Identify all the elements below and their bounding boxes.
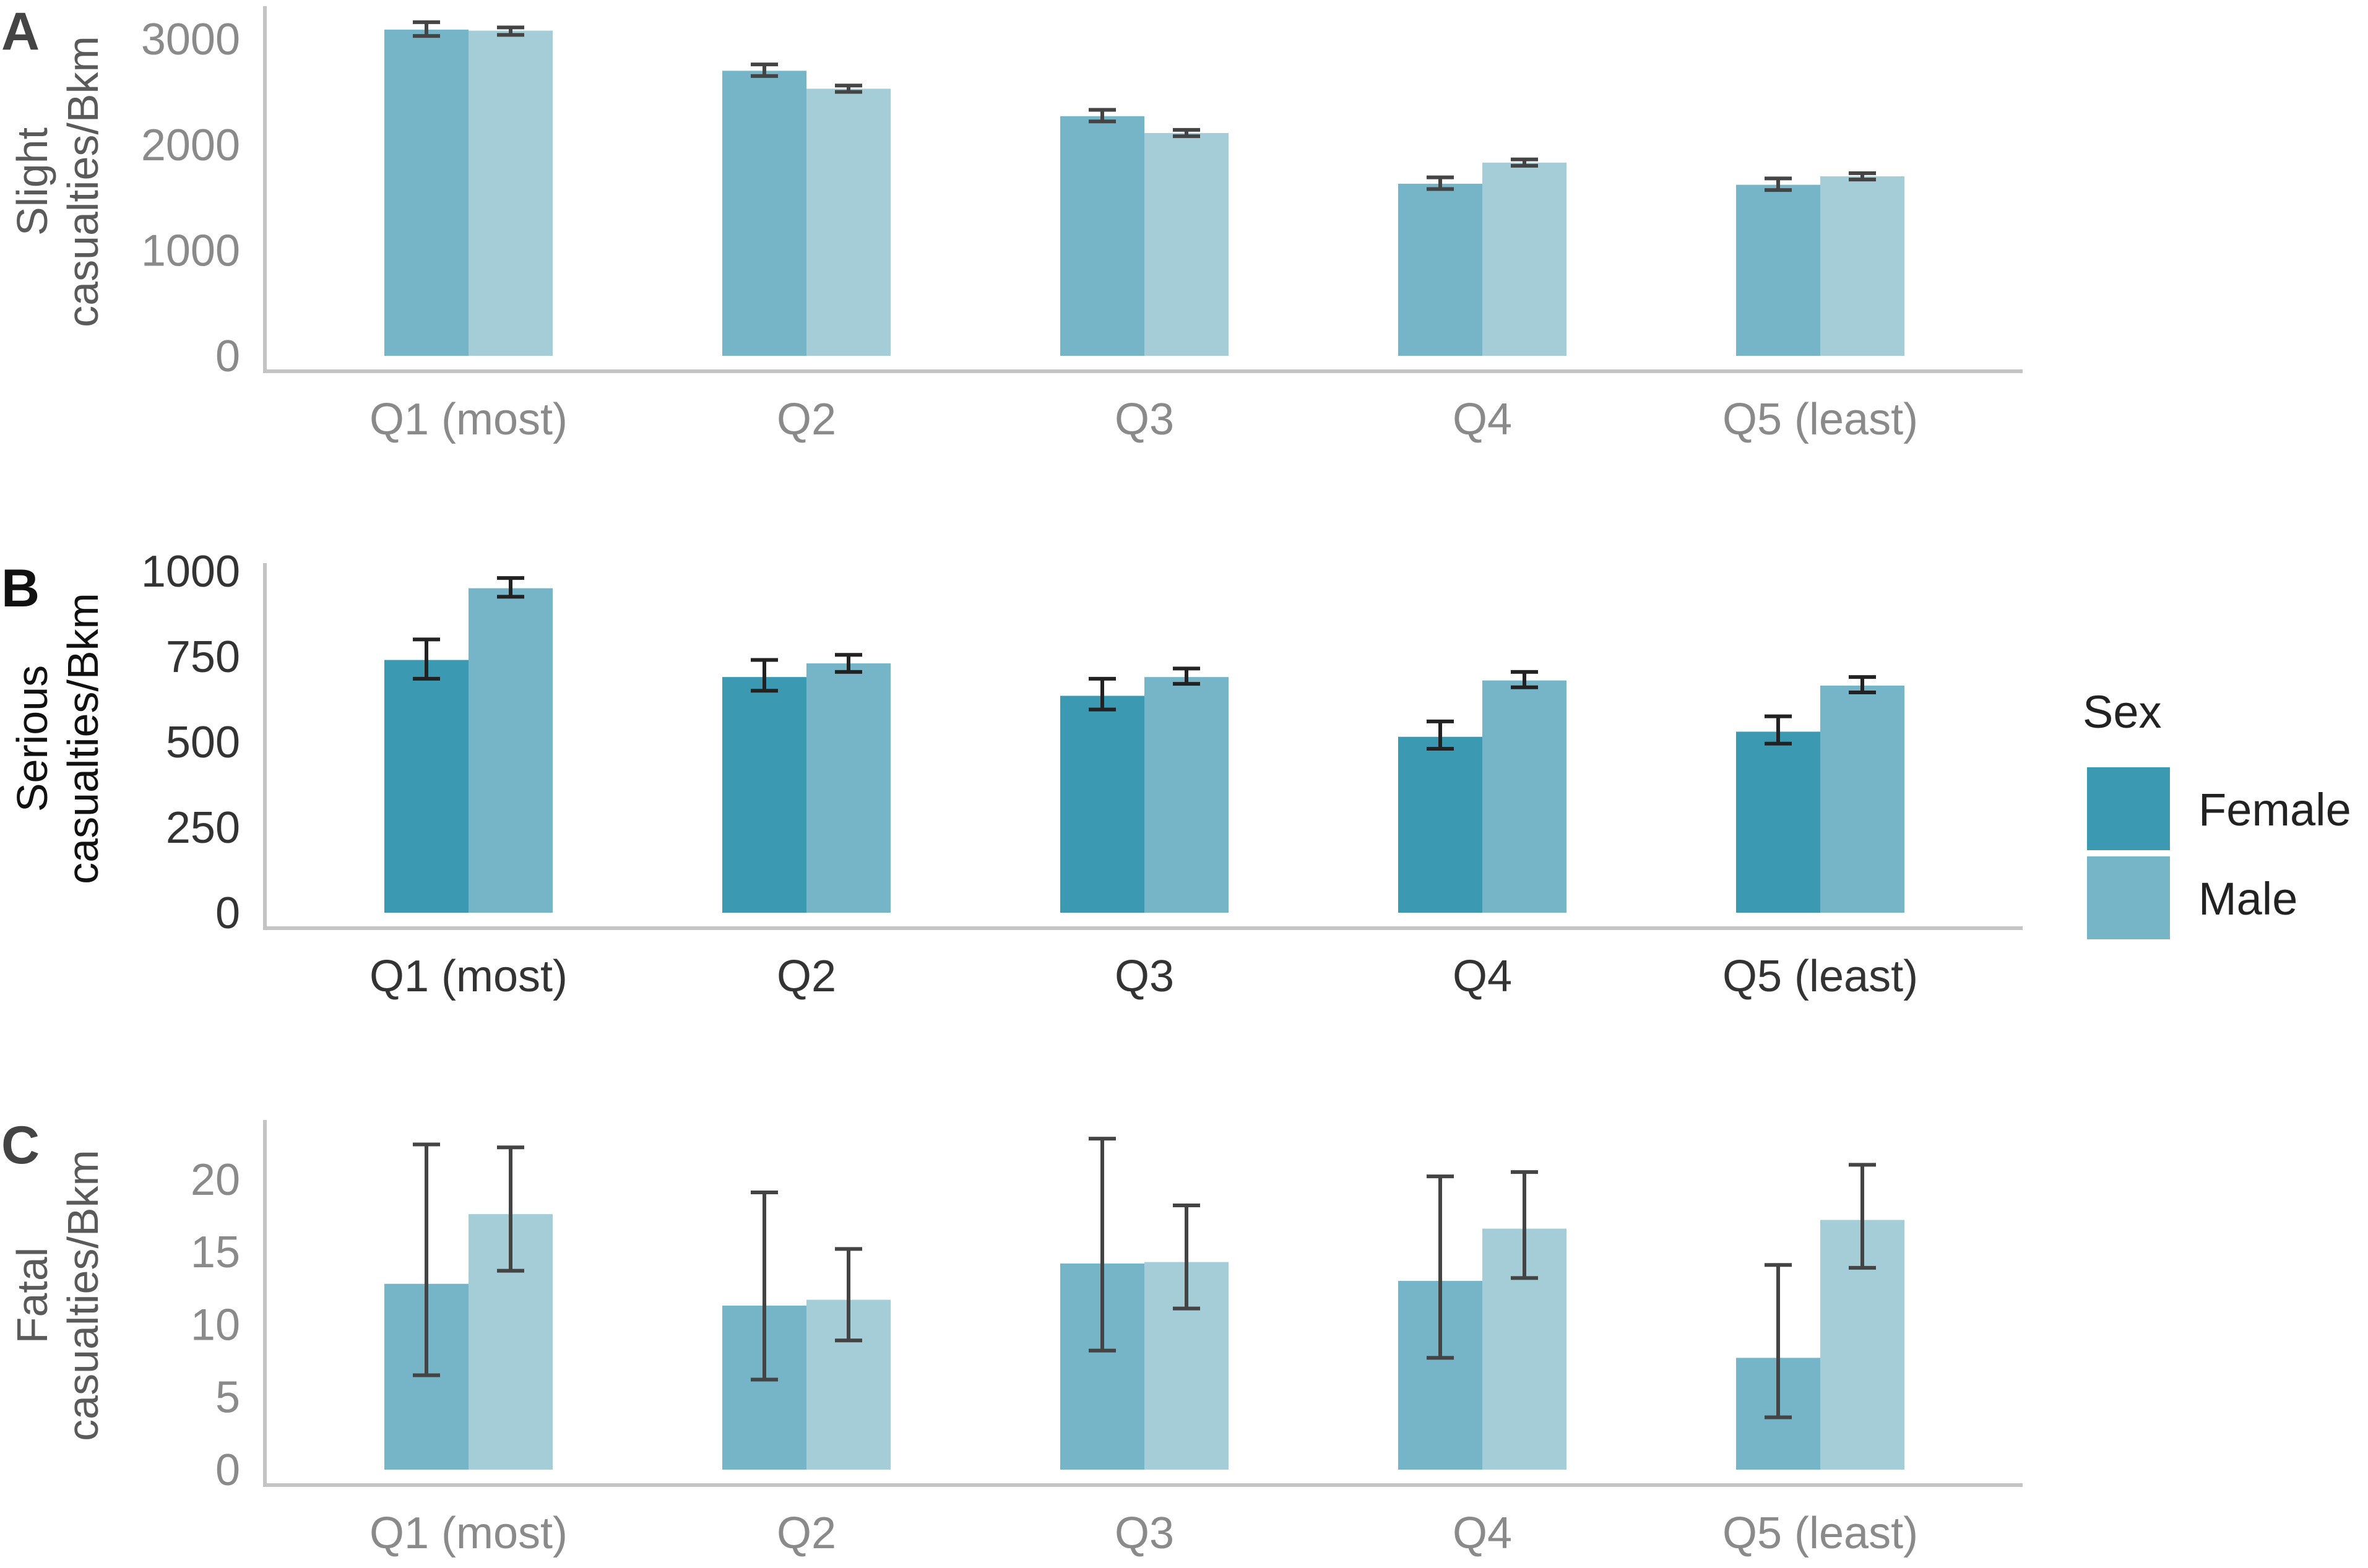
y-tick-label: 10 (191, 1300, 240, 1350)
x-tick-label: Q5 (least) (1722, 952, 1918, 1001)
legend-label-female: Female (2198, 784, 2351, 835)
y-tick-label: 500 (166, 718, 240, 767)
y-tick-label: 2000 (141, 121, 240, 170)
bar-male (469, 31, 553, 356)
y-tick-label: 1000 (141, 226, 240, 275)
x-tick-label: Q3 (1115, 395, 1174, 444)
legend-label-male: Male (2198, 873, 2297, 924)
x-tick-label: Q4 (1453, 952, 1512, 1001)
x-tick-label: Q2 (777, 1509, 836, 1558)
bar-male (806, 663, 891, 913)
y-tick-label: 750 (166, 632, 240, 682)
y-axis-label: Fatalcasualties/Bkm (8, 1150, 107, 1441)
y-axis-label-line: Fatal (8, 1247, 56, 1344)
bar-female (1398, 737, 1482, 913)
x-tick-label: Q3 (1115, 1509, 1174, 1558)
bar-male (806, 88, 891, 356)
y-axis-label: Seriouscasualties/Bkm (8, 593, 107, 884)
y-tick-label: 20 (191, 1155, 240, 1205)
bar-male (1820, 176, 1904, 356)
legend-swatch-male (2087, 856, 2170, 939)
x-tick-label: Q1 (most) (369, 395, 568, 444)
legend-swatch-female (2087, 767, 2170, 850)
bar-male (1144, 677, 1229, 913)
y-tick-label: 3000 (141, 15, 240, 64)
panel-letter: B (1, 559, 40, 618)
bar-female (384, 660, 469, 913)
bar-female (1060, 116, 1144, 356)
x-tick-label: Q1 (most) (369, 952, 568, 1001)
bar-female (1736, 185, 1820, 356)
x-tick-label: Q2 (777, 395, 836, 444)
y-tick-label: 0 (215, 1445, 240, 1495)
bar-male (469, 588, 553, 913)
y-axis-label-line: Slight (8, 127, 56, 236)
y-tick-label: 0 (215, 332, 240, 381)
x-tick-label: Q3 (1115, 952, 1174, 1001)
y-axis-label-line: Serious (8, 665, 56, 812)
bar-male (1820, 686, 1904, 913)
panel-letter: C (1, 1116, 40, 1175)
x-tick-label: Q2 (777, 952, 836, 1001)
y-tick-label: 5 (215, 1373, 240, 1423)
bar-female (722, 677, 806, 913)
y-tick-label: 1000 (141, 547, 240, 597)
bar-male (1144, 133, 1229, 356)
x-tick-label: Q5 (least) (1722, 395, 1918, 444)
legend: Sex Female Male (2083, 686, 2351, 939)
bar-female (1060, 696, 1144, 913)
bar-male (1482, 163, 1566, 356)
legend-title: Sex (2083, 686, 2162, 738)
x-tick-label: Q1 (most) (369, 1509, 568, 1558)
y-axis-label-line: casualties/Bkm (59, 593, 107, 884)
y-tick-label: 15 (191, 1228, 240, 1277)
x-tick-label: Q4 (1453, 1509, 1512, 1558)
x-tick-label: Q5 (least) (1722, 1509, 1918, 1558)
y-axis-label-line: casualties/Bkm (59, 1150, 107, 1441)
y-axis-label-line: casualties/Bkm (59, 36, 107, 327)
bar-female (384, 30, 469, 356)
x-tick-label: Q4 (1453, 395, 1512, 444)
bar-female (1736, 731, 1820, 913)
y-axis-label: Slightcasualties/Bkm (8, 36, 107, 327)
panel-letter: A (1, 2, 40, 61)
bar-male (1482, 681, 1566, 913)
bar-female (722, 71, 806, 356)
y-tick-label: 0 (215, 889, 240, 938)
y-tick-label: 250 (166, 803, 240, 853)
bar-female (1398, 184, 1482, 356)
